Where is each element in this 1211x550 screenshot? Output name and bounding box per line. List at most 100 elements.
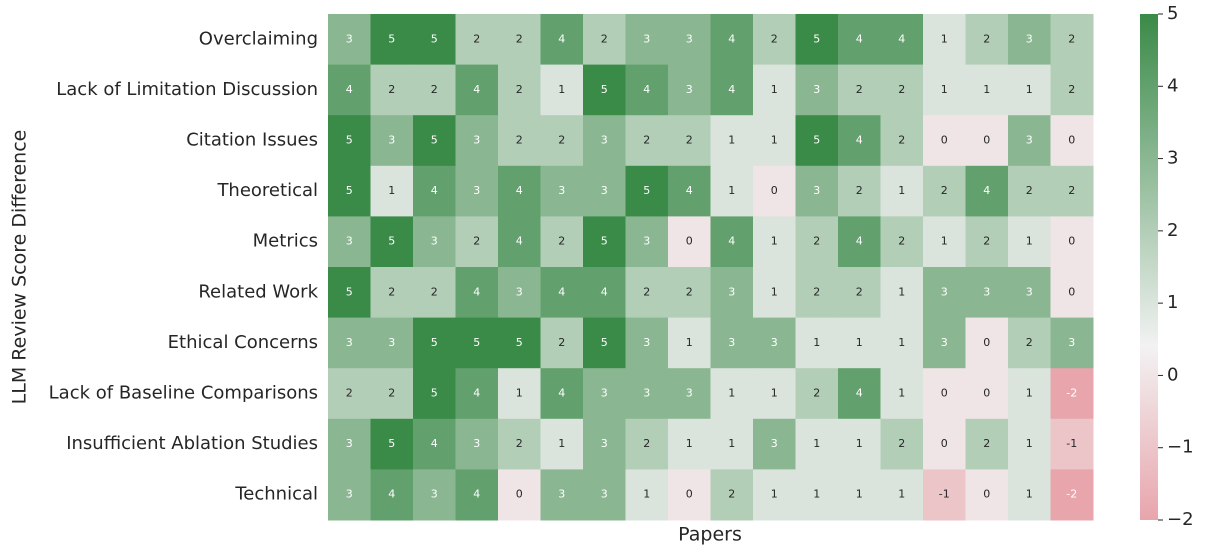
cell <box>370 469 414 521</box>
cell-label: 5 <box>431 32 438 45</box>
cell-label: 2 <box>898 437 905 450</box>
cell-label: 3 <box>601 134 608 147</box>
cell <box>795 267 839 319</box>
cell <box>583 317 626 369</box>
cell <box>625 368 669 420</box>
cell <box>328 267 371 319</box>
cell-label: 3 <box>558 488 565 501</box>
cell <box>540 14 584 66</box>
cell-label: 2 <box>898 134 905 147</box>
cell <box>795 14 839 66</box>
cell-label: 5 <box>431 134 438 147</box>
cell <box>838 64 881 116</box>
cell-label: 3 <box>388 134 395 147</box>
row-label: Insufficient Ablation Studies <box>66 433 318 454</box>
cell <box>965 14 1009 66</box>
cell <box>710 14 754 66</box>
cell <box>455 317 499 369</box>
cell-label: 4 <box>558 285 565 298</box>
colorbar-tick-label: 5 <box>1167 3 1178 24</box>
cell <box>880 317 924 369</box>
cell-label: 2 <box>856 285 863 298</box>
cell <box>413 64 456 116</box>
cell-label: -1 <box>1066 437 1077 450</box>
cell <box>498 64 541 116</box>
cell-label: 4 <box>728 83 735 96</box>
cell <box>880 216 924 268</box>
cell-label: 2 <box>983 32 990 45</box>
cell-label: 3 <box>686 83 693 96</box>
cell-label: 4 <box>856 387 863 400</box>
cell-label: 3 <box>388 336 395 349</box>
cell <box>413 469 456 521</box>
colorbar-tick-label: 3 <box>1167 148 1178 169</box>
cell-label: 3 <box>643 235 650 248</box>
cell-label: 5 <box>601 235 608 248</box>
cell-label: 1 <box>941 83 948 96</box>
cell-label: 3 <box>601 387 608 400</box>
cell-label: 1 <box>771 235 778 248</box>
cell-label: 3 <box>473 437 480 450</box>
cell-label: 3 <box>558 184 565 197</box>
cell-label: 1 <box>1026 437 1033 450</box>
cell <box>668 115 711 167</box>
cell-label: 1 <box>388 184 395 197</box>
cell <box>1008 317 1051 369</box>
colorbar-tick-label: 0 <box>1167 364 1178 385</box>
cell-label: 3 <box>346 488 353 501</box>
cell-label: -2 <box>1066 387 1077 400</box>
colorbar <box>1140 14 1158 520</box>
cell-label: 3 <box>516 285 523 298</box>
cell <box>880 469 924 521</box>
cell-label: 0 <box>771 184 778 197</box>
cell <box>795 469 839 521</box>
cell <box>625 115 669 167</box>
cell <box>1050 267 1094 319</box>
cell <box>625 469 669 521</box>
cell-label: 0 <box>1068 134 1075 147</box>
cell <box>710 418 754 470</box>
cell <box>540 469 584 521</box>
y-axis-label: LLM Review Score Difference <box>9 130 31 405</box>
cell-label: 5 <box>431 387 438 400</box>
cell <box>413 115 456 167</box>
cell <box>838 267 881 319</box>
row-label: Related Work <box>198 281 318 302</box>
cell-label: 2 <box>431 83 438 96</box>
cell <box>880 368 924 420</box>
cell <box>753 317 796 369</box>
cell <box>753 64 796 116</box>
cell-label: 1 <box>771 83 778 96</box>
cell <box>965 64 1009 116</box>
cell <box>540 267 584 319</box>
cell-label: 3 <box>728 285 735 298</box>
cell <box>413 14 456 66</box>
cell <box>583 64 626 116</box>
cell-label: 3 <box>473 184 480 197</box>
cell-label: 3 <box>346 32 353 45</box>
cell <box>838 368 881 420</box>
cell-label: 3 <box>686 32 693 45</box>
cell <box>880 418 924 470</box>
cell-label: 1 <box>856 488 863 501</box>
cell <box>625 267 669 319</box>
cell <box>795 368 839 420</box>
cell <box>923 317 966 369</box>
cell <box>498 14 541 66</box>
cell <box>625 64 669 116</box>
cell-label: 5 <box>813 32 820 45</box>
row-label: Ethical Concerns <box>168 332 318 353</box>
cell-label: 1 <box>813 488 820 501</box>
cell <box>370 317 414 369</box>
cell <box>880 14 924 66</box>
cell <box>1050 216 1094 268</box>
cell <box>540 368 584 420</box>
cell-label: 1 <box>643 488 650 501</box>
cell <box>795 317 839 369</box>
cell-label: 2 <box>473 235 480 248</box>
colorbar-tick-label: −1 <box>1167 437 1194 458</box>
cell-label: 5 <box>516 336 523 349</box>
cell-label: 5 <box>431 336 438 349</box>
cell <box>1008 418 1051 470</box>
